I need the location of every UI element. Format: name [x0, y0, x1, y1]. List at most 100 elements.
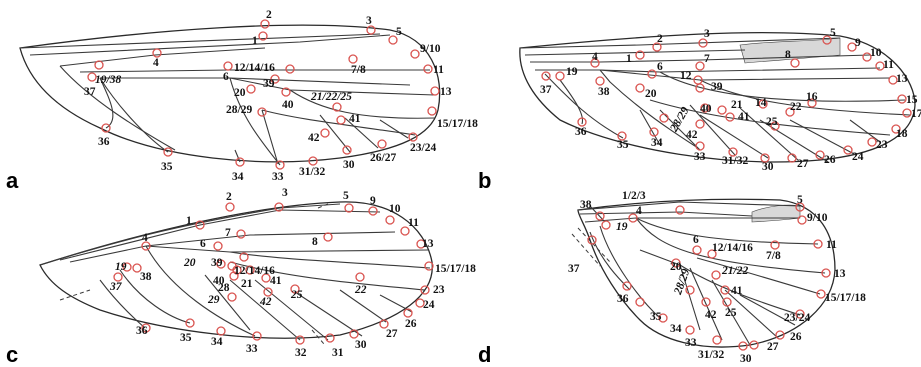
lm-label: 36	[575, 126, 587, 138]
wing-vein	[699, 79, 911, 116]
landmark-marker	[185, 318, 195, 328]
wing-vein	[119, 269, 191, 324]
wing-vein	[254, 279, 329, 341]
panel-b-wing: 1 2 3 4 5 6 7 8 9 10 11 12 13 14 15 16 1…	[478, 27, 921, 193]
lm-label: 31	[332, 347, 344, 359]
landmark-marker	[320, 128, 330, 138]
landmark-marker	[701, 297, 711, 307]
lm-label: 11	[408, 217, 419, 229]
lm-label: 6	[657, 61, 663, 73]
lm-label: 10	[389, 203, 401, 215]
lm-label: 30	[343, 159, 355, 171]
landmark-marker	[87, 72, 97, 82]
landmark-marker	[555, 71, 565, 81]
lm-label: 23	[433, 284, 445, 296]
lm-label: 14	[755, 97, 767, 109]
landmark-marker	[423, 64, 433, 74]
lm-label: 20	[645, 88, 657, 100]
wing-vein	[229, 251, 431, 269]
lm-label: 20	[234, 87, 246, 99]
lm-label: 36	[136, 325, 148, 337]
landmark-marker	[635, 297, 645, 307]
landmark-marker	[113, 272, 123, 282]
wing-vein	[99, 77, 169, 153]
lm-label: 30	[762, 161, 774, 173]
landmark-marker	[290, 284, 300, 294]
lm-label: 35	[180, 332, 192, 344]
landmark-marker	[695, 141, 705, 151]
lm-label: 7	[704, 53, 710, 65]
lm-label: 2	[657, 33, 663, 45]
landmark-marker	[227, 292, 237, 302]
lm-label: 5	[830, 27, 836, 39]
lm-label: 40	[282, 99, 294, 111]
wing-vein	[739, 294, 796, 326]
wing-vein	[99, 279, 146, 329]
lm-label: 40	[213, 275, 225, 287]
landmark-marker	[270, 74, 280, 84]
lm-label: 33	[694, 151, 706, 163]
landmark-marker	[246, 84, 256, 94]
lm-label: 42	[705, 309, 717, 321]
panel-d-labels: 1/2/3 4 5 6 7/8 9/10 11 12/14/16 13 15/1…	[568, 190, 866, 365]
landmark-marker	[239, 252, 249, 262]
lm-label: 15/17/18	[435, 263, 476, 275]
lm-label: 38	[598, 86, 610, 98]
landmark-marker	[403, 308, 413, 318]
lm-label: 20	[670, 261, 682, 273]
wing-vein	[635, 217, 826, 274]
landmark-marker	[695, 61, 705, 71]
landmark-marker	[722, 297, 732, 307]
landmark-marker	[101, 123, 111, 133]
landmark-marker	[725, 112, 735, 122]
wing-vein	[229, 279, 301, 341]
wing-vein	[289, 89, 436, 119]
landmark-marker	[415, 298, 425, 308]
landmark-marker	[94, 60, 104, 70]
lm-label: 27	[797, 158, 809, 170]
wing-vein	[599, 225, 661, 319]
lm-label: 23	[876, 139, 888, 151]
landmark-marker	[635, 50, 645, 60]
landmark-marker	[738, 341, 748, 351]
landmark-marker	[430, 86, 440, 96]
landmark-marker	[236, 229, 246, 239]
wing-vein	[659, 109, 701, 151]
lm-label: 4	[142, 232, 148, 244]
landmark-marker	[795, 309, 805, 319]
landmark-marker	[132, 263, 142, 273]
lm-label: 9/10	[807, 212, 828, 224]
landmark-marker	[622, 281, 632, 291]
lm-label: 37	[568, 263, 580, 275]
landmark-marker	[141, 323, 151, 333]
landmark-marker	[658, 313, 668, 323]
lm-label: 35	[161, 161, 173, 173]
wing-vein	[699, 114, 769, 159]
landmark-marker	[355, 272, 365, 282]
lm-label: 37	[540, 84, 552, 96]
lm-label: 15/17/18	[825, 292, 866, 304]
landmark-marker	[692, 245, 702, 255]
landmark-marker	[274, 202, 284, 212]
lm-label: 9/10	[420, 43, 441, 55]
lm-label: 41	[731, 285, 743, 297]
landmark-marker	[595, 211, 605, 221]
landmark-marker	[685, 285, 695, 295]
landmark-marker	[336, 115, 346, 125]
wing-vein	[599, 69, 699, 149]
lm-label: 26	[405, 318, 417, 330]
landmark-marker	[348, 54, 358, 64]
lm-label: 33	[272, 171, 284, 183]
lm-label: 26/27	[370, 152, 396, 164]
lm-label: 38	[580, 199, 592, 211]
lm-label: 4	[153, 57, 159, 69]
landmark-marker	[235, 157, 245, 167]
lm-label: 11	[433, 64, 444, 76]
lm-label: 13	[422, 238, 434, 250]
landmark-marker	[263, 287, 273, 297]
landmark-marker	[595, 76, 605, 86]
lm-label: 26	[824, 154, 836, 166]
lm-label: 7	[225, 227, 231, 239]
landmark-marker	[295, 335, 305, 345]
landmark-marker	[261, 273, 271, 283]
